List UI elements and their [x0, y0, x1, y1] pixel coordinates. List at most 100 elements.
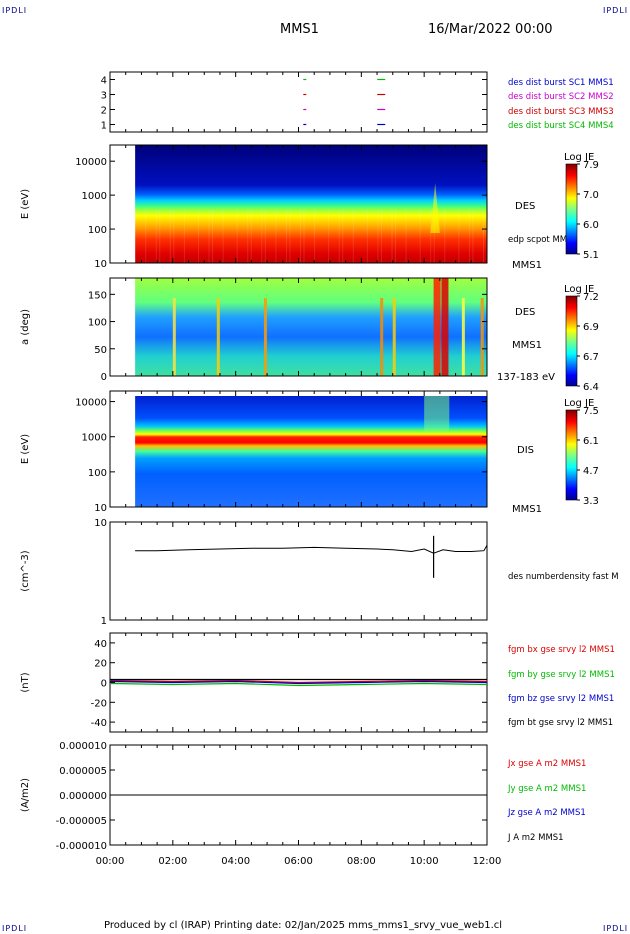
series-label: des numberdensity fast M	[508, 572, 619, 582]
y-axis-label: (nT)	[20, 672, 31, 692]
colorbar	[565, 295, 578, 387]
pitch-streak	[441, 278, 449, 376]
y-tick-label: 100	[88, 225, 107, 236]
y-tick-label: 20	[94, 659, 107, 670]
series-label: Jz gse A m2 MMS1	[507, 808, 586, 818]
colorbar-tick-label: 4.7	[583, 466, 599, 477]
spacecraft-title: MMS1	[280, 22, 319, 37]
y-tick-label: 100	[88, 318, 107, 329]
series-label: J A m2 MMS1	[507, 833, 564, 843]
colorbar-tick-label: 6.4	[583, 382, 599, 393]
corner-mark-top-left: IPDLI	[2, 6, 28, 15]
y-tick-label: 0.000000	[59, 791, 107, 802]
colorbar-tick-label: 6.9	[583, 322, 599, 333]
des-energy-heatmap	[135, 145, 487, 263]
pitch-streak	[480, 298, 484, 376]
colorbar-title: Log JE	[564, 284, 594, 295]
y-tick-label: 150	[88, 290, 107, 301]
pitch-streak	[263, 298, 267, 376]
bfield-line	[109, 679, 488, 684]
heatmap-burst	[430, 183, 440, 233]
colorbar	[565, 409, 578, 501]
colorbar-tick-label: 5.1	[583, 250, 599, 261]
series-label: fgm bz gse srvy l2 MMS1	[508, 694, 614, 704]
colorbar-tick-label: 7.5	[583, 406, 599, 417]
burst-legend-entry: des dist burst SC4 MMS4	[508, 121, 614, 131]
y-axis-label: E (eV)	[20, 189, 31, 219]
colorbar-tick-label: 7.2	[583, 292, 599, 303]
y-tick-label: 10000	[75, 157, 107, 168]
panel-sub-label: MMS1	[512, 340, 542, 351]
panel-sub-label: MMS1	[512, 260, 542, 271]
density-frame	[109, 521, 488, 621]
series-label: fgm bx gse srvy l2 MMS1	[508, 645, 615, 655]
burst-legend-entry: des dist burst SC2 MMS2	[508, 92, 614, 102]
bfield-line	[109, 680, 488, 685]
colorbar-title: Log JE	[564, 398, 594, 409]
colorbar-tick-label: 7.9	[583, 160, 599, 171]
colorbar-tick-label: 6.0	[583, 220, 599, 231]
y-axis-label: (cm^-3)	[20, 550, 31, 591]
corner-mark-bottom-right: IPDLI	[603, 924, 629, 933]
pitch-streak	[172, 298, 176, 376]
y-tick-label: 50	[94, 345, 107, 356]
y-tick-label: 0.000005	[59, 766, 107, 777]
y-tick-label: 40	[94, 639, 107, 650]
y-tick-label: 10	[94, 518, 107, 529]
y-tick-label: 100	[88, 468, 107, 479]
y-tick-label: 10	[94, 259, 107, 270]
y-axis-label: E (eV)	[20, 434, 31, 464]
x-tick-label: 12:00	[473, 856, 502, 867]
burst-legend-entry: des dist burst SC3 MMS3	[508, 107, 614, 117]
y-tick-label: 0	[101, 372, 107, 383]
pitch-streak	[433, 278, 441, 376]
series-label: Jy gse A m2 MMS1	[507, 784, 586, 794]
y-tick-label: -20	[91, 698, 107, 709]
date-title: 16/Mar/2022 00:00	[428, 22, 553, 37]
y-tick-label: 4	[101, 76, 107, 87]
colorbar-title: Log JE	[564, 152, 594, 163]
colorbar-tick-label: 6.7	[583, 352, 599, 363]
pitch-streak	[461, 298, 465, 376]
y-tick-label: 10	[94, 503, 107, 514]
pitch-streak	[380, 298, 384, 376]
des-pitch-heatmap	[135, 278, 487, 376]
burst-panel-frame	[109, 71, 488, 133]
colorbar-tick-label: 3.3	[583, 496, 599, 507]
colorbar-tick-label: 7.0	[583, 190, 599, 201]
y-axis-label: (A/m2)	[20, 778, 31, 812]
burst-legend-entry: des dist burst SC1 MMS1	[508, 78, 614, 88]
series-label: fgm bt gse srvy l2 MMS1	[508, 718, 613, 728]
x-tick-label: 02:00	[158, 856, 187, 867]
panel-sub-label: edp scpot MMS1	[508, 235, 578, 245]
y-tick-label: 1000	[82, 191, 107, 202]
x-tick-label: 06:00	[284, 856, 313, 867]
x-tick-label: 00:00	[96, 856, 125, 867]
colorbar-tick-label: 6.1	[583, 436, 599, 447]
y-tick-label: -0.000010	[56, 841, 107, 852]
y-tick-label: 0.000010	[59, 741, 107, 752]
panel-label: DES	[515, 307, 535, 318]
y-tick-label: 1000	[82, 433, 107, 444]
x-tick-label: 08:00	[347, 856, 376, 867]
density-line	[135, 544, 488, 554]
y-tick-label: 1	[101, 616, 107, 627]
bfield-line	[109, 682, 488, 687]
series-label: Jx gse A m2 MMS1	[507, 759, 586, 769]
corner-mark-bottom-left: IPDLI	[2, 924, 28, 933]
panel-sub-label: 137-183 eV	[497, 372, 555, 383]
panel-label: DES	[515, 201, 535, 212]
y-tick-label: -0.000005	[56, 816, 107, 827]
y-tick-label: 3	[101, 91, 107, 102]
y-tick-label: 0	[101, 679, 107, 690]
panel-sub-label: MMS1	[512, 504, 542, 515]
pitch-streak	[216, 298, 220, 376]
footer-credits: Produced by cl (IRAP) Printing date: 02/…	[104, 920, 503, 931]
colorbar	[565, 163, 578, 255]
pitch-streak	[392, 298, 396, 376]
y-axis-label: a (deg)	[20, 309, 31, 345]
y-tick-label: -40	[91, 718, 107, 729]
panel-label: DIS	[517, 445, 534, 456]
series-label: fgm by gse srvy l2 MMS1	[508, 670, 615, 680]
